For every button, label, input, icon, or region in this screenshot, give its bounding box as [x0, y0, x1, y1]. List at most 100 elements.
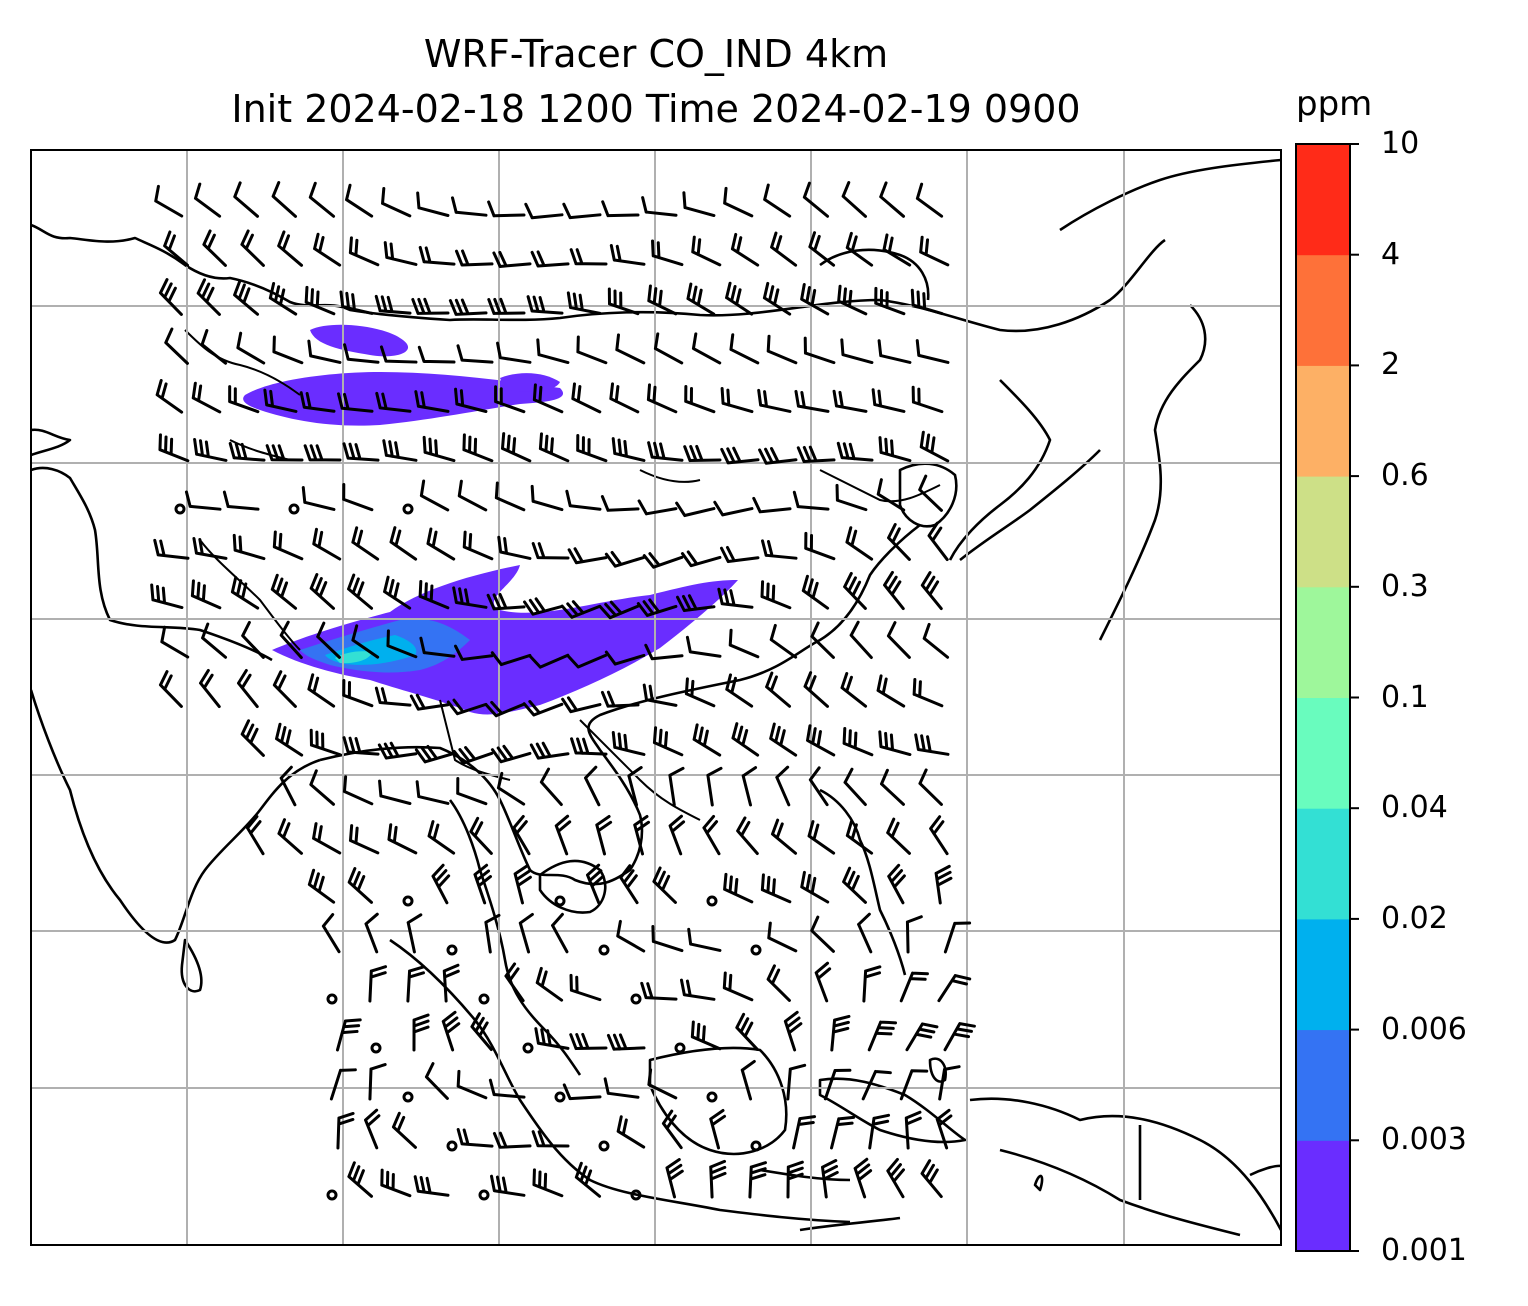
wind-barb [374, 686, 412, 707]
wind-barb [758, 447, 798, 465]
wind-barb [382, 439, 418, 462]
wind-barb [192, 536, 228, 560]
wind-barb [735, 1012, 759, 1051]
calm-wind-marker [750, 1140, 762, 1152]
calm-wind-marker [326, 1189, 338, 1201]
wind-barb [386, 629, 418, 659]
wind-barb [154, 184, 184, 218]
wind-barb [529, 741, 570, 760]
wind-barb [524, 202, 564, 220]
wind-barb [647, 441, 684, 462]
wind-barb [303, 444, 342, 462]
wind-barb [456, 777, 488, 806]
wind-barb [414, 744, 456, 764]
wind-barb [882, 233, 912, 267]
wind-barb [814, 961, 832, 1003]
wind-barb [534, 1027, 570, 1050]
calm-wind-marker [750, 944, 762, 956]
wind-barb [512, 814, 531, 856]
wind-barb [383, 241, 418, 266]
wind-barb [562, 1083, 602, 1101]
wind-barb [861, 1069, 892, 1101]
colorbar-segment [1296, 365, 1350, 477]
wind-barb [717, 587, 754, 609]
wind-barb [454, 644, 494, 661]
wind-barb [736, 816, 759, 856]
wind-barb [619, 864, 639, 905]
wind-barb [786, 1063, 807, 1101]
wind-barb [279, 620, 303, 659]
calm-wind-marker [706, 1091, 718, 1103]
wind-barb [604, 550, 646, 568]
wind-barbs [150, 181, 976, 1201]
wind-barb [725, 281, 754, 316]
wind-barb [887, 863, 906, 905]
wind-barb [886, 1157, 905, 1199]
wind-barb [763, 183, 792, 218]
wind-barb [528, 653, 570, 669]
wind-barb [595, 815, 613, 856]
colorbar-segment [1296, 254, 1350, 366]
colorbar-segment [1296, 1029, 1350, 1141]
co-plume-himalaya [272, 565, 738, 715]
wind-barb [606, 1033, 646, 1051]
wind-barb [164, 327, 189, 365]
wind-barb [347, 1161, 374, 1198]
wind-barb [832, 389, 868, 413]
wind-barb [336, 1111, 355, 1150]
wind-barb [685, 635, 722, 658]
wind-barb [199, 668, 221, 709]
colorbar-segment [1296, 808, 1350, 920]
wind-barb [277, 230, 304, 267]
wind-barb [767, 921, 798, 953]
wind-barb [899, 1069, 929, 1101]
wind-barb [730, 232, 760, 267]
wind-barb [202, 229, 227, 267]
map-subtitle: Init 2024-02-18 1200 Time 2024-02-19 090… [231, 87, 1081, 131]
wind-barb [342, 678, 374, 708]
wind-barb [222, 490, 260, 511]
wind-barb [271, 181, 297, 218]
wind-barb [918, 768, 943, 806]
wind-barb [760, 873, 792, 904]
wind-barb [536, 338, 570, 365]
wind-barb [196, 278, 221, 316]
colorbar-tick-label: 4 [1381, 236, 1401, 272]
colorbar-tick-label: 0.001 [1381, 1233, 1467, 1268]
wind-barb [878, 436, 912, 463]
wind-barb [576, 335, 608, 365]
wind-barb [265, 444, 304, 462]
wind-barb [600, 690, 640, 708]
wind-barb [301, 486, 336, 511]
wind-barb [876, 674, 906, 708]
wind-barb [279, 765, 297, 807]
wind-barb [312, 822, 342, 855]
wind-barb [601, 200, 640, 218]
wind-barb [646, 383, 678, 414]
wind-barb [769, 722, 798, 757]
wind-barb [691, 332, 722, 365]
wind-barb [868, 1113, 891, 1150]
wind-barb [413, 1175, 450, 1197]
wind-barb [150, 583, 184, 610]
wind-barb [886, 621, 911, 659]
wind-barb [504, 962, 525, 1003]
wind-barb [240, 229, 265, 267]
wind-barb [680, 550, 722, 568]
colorbar-segment [1296, 918, 1350, 1031]
wind-barb [237, 668, 259, 709]
wind-barb [422, 435, 456, 463]
wind-barb [927, 521, 949, 562]
colorbar-segment [1296, 1140, 1350, 1252]
wind-barb [604, 650, 646, 666]
wind-barb [919, 235, 950, 267]
wind-barb [935, 1108, 953, 1150]
wind-barb [725, 673, 754, 708]
wind-barb [406, 913, 423, 954]
calm-wind-marker [554, 1091, 566, 1103]
wind-barb [800, 870, 830, 904]
wind-barb [569, 973, 602, 1002]
wind-barb [598, 600, 640, 620]
wind-barb [647, 1068, 678, 1100]
wind-barb [228, 385, 260, 414]
